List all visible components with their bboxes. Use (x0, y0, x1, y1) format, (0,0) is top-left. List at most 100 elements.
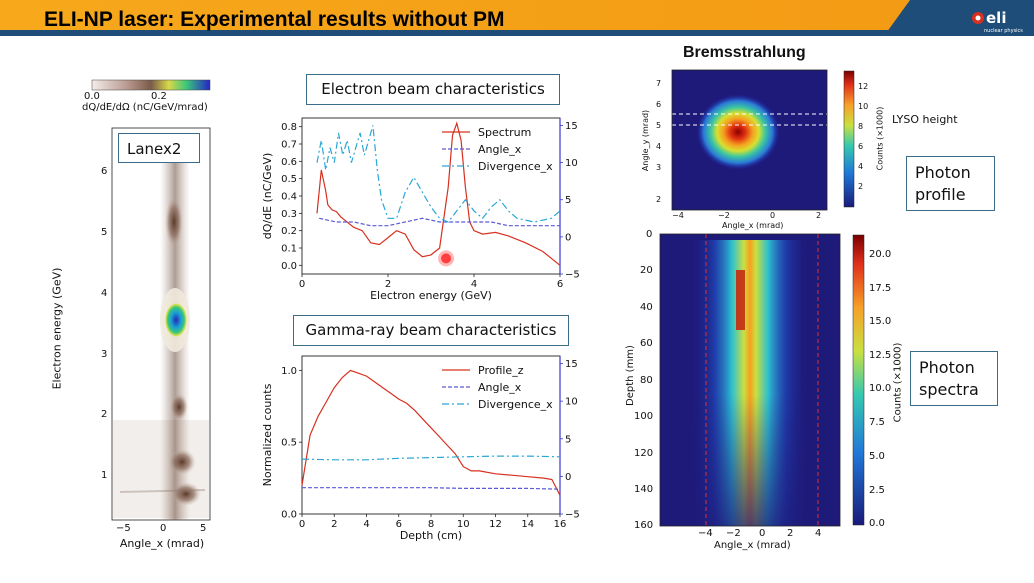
y-tick-label: 0.7 (281, 140, 297, 151)
lanex-blob-bottom (171, 482, 201, 506)
lanex-label-box: Lanex2 (118, 133, 200, 163)
x-tick-label: 0 (299, 279, 305, 290)
x-tick-label: 6 (557, 279, 563, 290)
y2-tick-label: 5 (565, 195, 571, 206)
spectra-cbar-tick: 15.0 (869, 316, 892, 327)
lanex-blob-low (168, 449, 196, 475)
spectra-ytick: 40 (640, 302, 653, 313)
spectra-xtick: −4 (698, 528, 713, 539)
series-line-divergence-x (316, 125, 561, 223)
lanex-cbar-tick-0: 0.0 (84, 91, 100, 102)
lanex-peak-spot (165, 303, 187, 337)
spectra-xtick: −2 (726, 528, 741, 539)
y-tick-label: 0.1 (281, 244, 297, 255)
lanex-ytick: 5 (101, 227, 108, 238)
y2-tick-label: −5 (565, 510, 580, 521)
x-axis-label: Electron energy (GeV) (370, 289, 492, 302)
x-tick-label: 6 (396, 519, 402, 530)
spectra-xtick: 2 (787, 528, 794, 539)
x-tick-label: 12 (489, 519, 502, 530)
y2-tick-label: 0 (565, 232, 571, 243)
photon-spectra-box: Photon spectra (910, 351, 998, 406)
series-line-divergence-x (301, 455, 561, 461)
profile-cbar-tick: 10 (858, 102, 869, 111)
x-tick-label: 10 (457, 519, 470, 530)
spectra-ytick: 60 (640, 338, 653, 349)
y-tick-label: 0.5 (281, 174, 297, 185)
y2-tick-label: 5 (565, 434, 571, 445)
profile-ytick: 5 (656, 121, 662, 130)
y2-tick-label: 15 (565, 359, 578, 370)
profile-xtick: 2 (816, 211, 822, 220)
legend-label: Spectrum (478, 126, 531, 139)
glow-marker (441, 253, 452, 264)
profile-cbar-tick: 4 (858, 162, 864, 171)
profile-ylabel: Angle_y (mrad) (641, 109, 651, 172)
x-tick-label: 0 (299, 519, 305, 530)
gamma-title-box: Gamma-ray beam characteristics (293, 315, 569, 346)
lanex-blob-upper (165, 196, 183, 248)
page-title: ELI-NP laser: Experimental results witho… (44, 8, 505, 31)
profile-ytick: 4 (656, 142, 662, 151)
profile-ytick: 6 (656, 100, 662, 109)
lyso-height-label: LYSO height (892, 113, 958, 126)
spectra-cbar-tick: 7.5 (869, 417, 885, 428)
y-tick-label: 0.2 (281, 226, 297, 237)
profile-ytick: 7 (656, 79, 662, 88)
lanex-blob-mid (170, 393, 188, 421)
series-line-angle-x (302, 487, 561, 490)
lanex-cbar-label: dQ/dE/dΩ (nC/GeV/mrad) (82, 102, 208, 113)
spectra-cbar-tick: 17.5 (869, 283, 892, 294)
x-tick-label: 2 (385, 279, 391, 290)
spectra-ytick: 140 (634, 484, 654, 495)
legend-label: Angle_x (478, 143, 522, 156)
spectra-ytick: 160 (634, 520, 654, 531)
profile-cbar-tick: 2 (858, 182, 864, 191)
spectra-xtick: 0 (759, 528, 766, 539)
y-tick-label: 0.4 (281, 192, 297, 203)
y2-tick-label: 10 (565, 158, 578, 169)
spectra-ylabel: Depth (mm) (624, 345, 636, 406)
profile-cbar-tick: 12 (858, 82, 869, 91)
x-tick-label: 4 (363, 519, 369, 530)
legend-label: Angle_x (478, 381, 522, 394)
bremsstrahlung-title: Bremsstrahlung (683, 44, 806, 61)
spectra-cbar-label: Counts (×1000) (892, 342, 904, 423)
spectra-xlabel: Angle_x (mrad) (714, 540, 791, 551)
y-tick-label: 0.0 (281, 510, 297, 521)
lanex-ytick: 1 (101, 470, 108, 481)
spectra-ytick: 80 (640, 375, 653, 386)
profile-xtick: 0 (770, 211, 776, 220)
spectra-ytick: 100 (634, 411, 654, 422)
lanex-colorbar (91, 79, 211, 91)
profile-cbar-tick: 6 (858, 142, 864, 151)
x-axis-label: Depth (cm) (400, 529, 462, 542)
photon-profile-box: Photon profile (906, 156, 995, 211)
y-tick-label: 0.3 (281, 209, 297, 220)
gamma-ray-beam-chart: 0 2 4 6 8 10 12 14 16 0.0 0.5 1.0 −5 0 5 10 15 Depth (cm)… (262, 355, 580, 542)
y2-tick-label: 15 (565, 121, 578, 132)
lanex-xtick: −5 (116, 523, 131, 534)
spectra-ytick: 20 (640, 265, 653, 276)
legend-label: Divergence_x (478, 398, 553, 411)
electron-title-box: Electron beam characteristics (306, 74, 560, 105)
profile-ytick: 3 (656, 163, 662, 172)
x-tick-label: 8 (428, 519, 434, 530)
series-line-spectrum (316, 121, 561, 266)
y-axis-label: dQ/dE (nC/GeV) (262, 153, 274, 240)
y2-tick-label: 10 (565, 397, 578, 408)
x-tick-label: 14 (521, 519, 534, 530)
lanex-xtick: 0 (160, 523, 167, 534)
spectra-ytick: 120 (634, 448, 654, 459)
lanex-ytick: 2 (101, 409, 108, 420)
header-banner (0, 0, 1034, 36)
spectra-cbar-tick: 12.5 (869, 350, 892, 361)
legend-label: Divergence_x (478, 160, 553, 173)
x-tick-label: 4 (471, 279, 477, 290)
y-tick-label: 1.0 (281, 366, 297, 377)
logo-text: eli (986, 9, 1006, 27)
spectra-colorbar (852, 234, 865, 526)
x-tick-label: 2 (331, 519, 337, 530)
y2-tick-label: −5 (565, 270, 580, 281)
